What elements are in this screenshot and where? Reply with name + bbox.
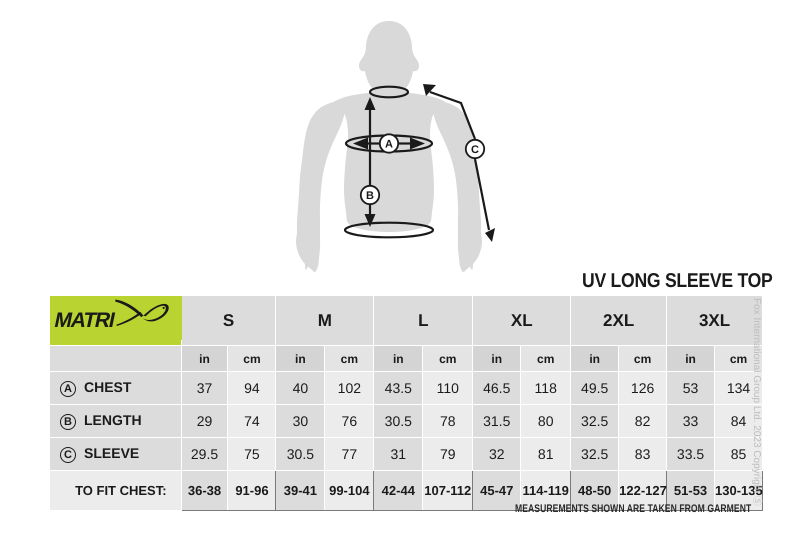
svg-text:MATRI: MATRI [52,309,116,332]
svg-text:C: C [471,144,479,156]
svg-text:A: A [385,139,393,151]
svg-text:B: B [366,190,374,202]
